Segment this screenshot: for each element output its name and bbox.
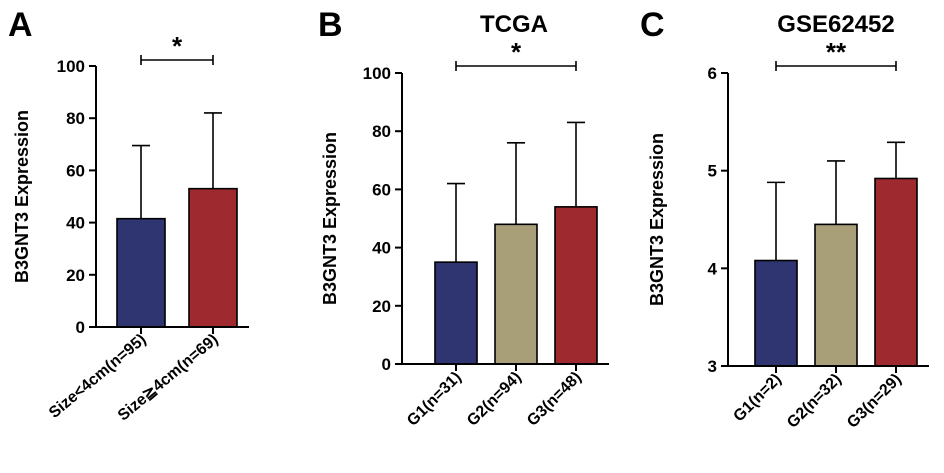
y-axis-label: B3GNT3 Expression (12, 110, 32, 283)
panel-letter: A (8, 6, 33, 44)
bar (188, 187, 238, 328)
y-tick-label: 20 (66, 266, 85, 285)
significance-label: * (172, 31, 183, 61)
y-tick-label: 100 (57, 57, 85, 76)
chart-title: TCGA (480, 11, 548, 38)
panel-letter: C (640, 6, 665, 44)
panel-c: C GSE62452 B3GNT3 Expression 3 4 5 6 G1(n=2) G2(… (640, 6, 929, 432)
x-tick-label: G1(n=2) (730, 371, 784, 425)
y-tick-label: 40 (372, 239, 391, 258)
x-tick-label: G2(n=32) (784, 371, 845, 432)
chart-title: GSE62452 (777, 11, 894, 38)
x-tick-label: G1(n=31) (404, 369, 465, 430)
y-tick-label: 100 (363, 64, 391, 83)
bar (116, 217, 166, 328)
y-tick-label: 3 (708, 357, 717, 376)
y-axis-label: B3GNT3 Expression (320, 132, 340, 305)
x-tick-label: G3(n=48) (524, 369, 585, 430)
y-tick-label: 20 (372, 297, 391, 316)
bar (494, 223, 538, 365)
bar (874, 177, 918, 367)
y-axis-label: B3GNT3 Expression (647, 133, 667, 306)
bar (434, 261, 478, 365)
bar (814, 223, 858, 367)
bar (754, 259, 798, 367)
y-tick-label: 6 (708, 64, 717, 83)
panel-b: B TCGA B3GNT3 Expression 0 20 40 60 80 100 G1(n=3… (318, 6, 609, 430)
y-tick-label: 60 (372, 180, 391, 199)
significance-label: * (511, 37, 522, 67)
bar (554, 206, 598, 365)
y-tick-label: 40 (66, 214, 85, 233)
y-tick-label: 0 (382, 355, 391, 374)
y-tick-label: 60 (66, 161, 85, 180)
significance-label: ** (826, 37, 847, 67)
y-tick-label: 80 (66, 109, 85, 128)
y-tick-label: 0 (76, 318, 85, 337)
x-tick-label: G3(n=29) (844, 371, 905, 432)
y-tick-label: 5 (708, 162, 717, 181)
y-tick-label: 80 (372, 122, 391, 141)
x-tick-label: G2(n=94) (464, 369, 525, 430)
panel-letter: B (318, 6, 343, 44)
y-tick-label: 4 (708, 259, 718, 278)
